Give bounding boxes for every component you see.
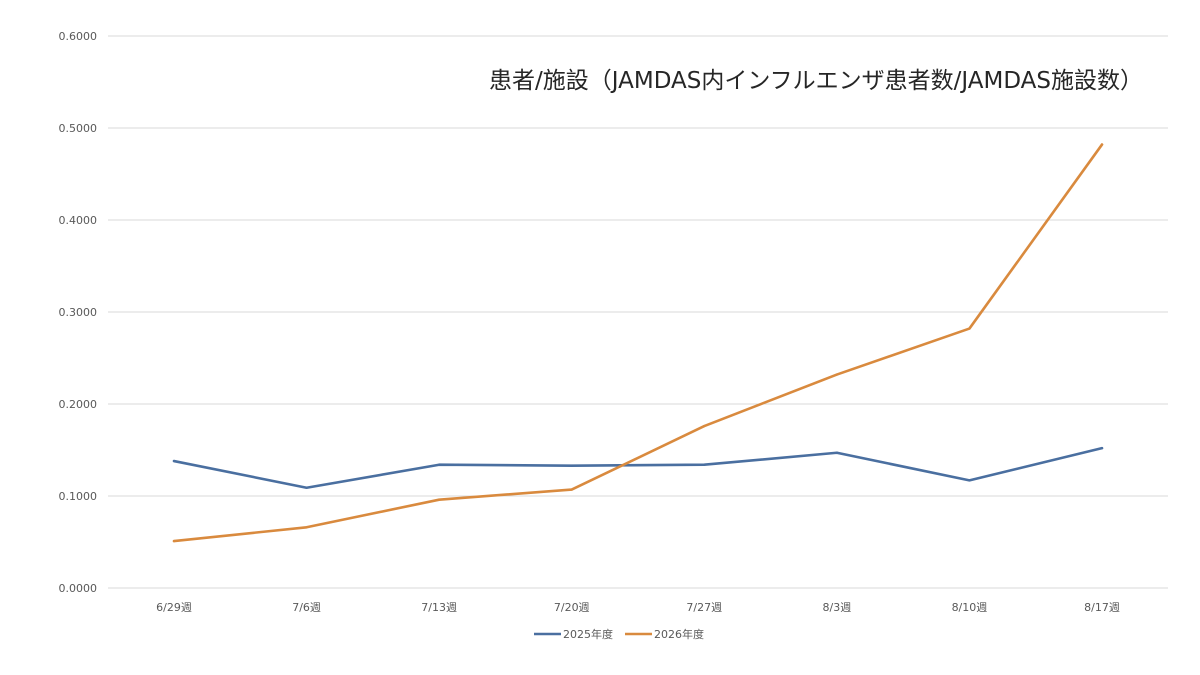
y-tick-label: 0.4000 [59, 214, 98, 227]
y-tick-label: 0.2000 [59, 398, 98, 411]
y-tick-label: 0.3000 [59, 306, 98, 319]
data-point [172, 459, 176, 463]
data-point [835, 451, 839, 454]
y-tick-label: 0.1000 [59, 490, 98, 503]
data-point [968, 479, 971, 482]
data-point [570, 488, 573, 491]
data-point [172, 539, 176, 543]
x-tick-label: 7/20週 [554, 601, 590, 614]
data-point [305, 486, 308, 489]
data-point [968, 327, 971, 330]
legend-label: 2026年度 [654, 627, 704, 641]
x-tick-label: 7/27週 [686, 601, 722, 614]
chart-title: 患者/施設（JAMDAS内インフルエンザ患者数/JAMDAS施設数） [489, 68, 1143, 94]
x-tick-label: 7/13週 [421, 601, 457, 614]
x-tick-label: 8/17週 [1084, 601, 1120, 614]
legend: 2025年度 2026年度 [534, 627, 704, 641]
data-point [305, 526, 308, 529]
x-axis-ticks: 6/29週 7/6週 7/13週 7/20週 7/27週 8/3週 8/10週 8/17週 [156, 601, 1120, 614]
data-point [835, 373, 839, 376]
data-point [1100, 143, 1104, 146]
x-tick-label: 7/6週 [292, 601, 321, 614]
y-tick-label: 0.0000 [59, 582, 98, 595]
data-point [437, 463, 441, 466]
data-point [703, 424, 706, 428]
legend-label: 2025年度 [563, 627, 613, 641]
y-tick-label: 0.6000 [59, 30, 98, 43]
x-tick-label: 8/3週 [823, 601, 852, 614]
data-point [570, 464, 573, 467]
data-point [703, 463, 706, 466]
x-tick-label: 8/10週 [952, 601, 988, 614]
y-tick-label: 0.5000 [59, 122, 98, 135]
series-lines [172, 143, 1104, 543]
y-axis-ticks: 0.0000 0.1000 0.2000 0.3000 0.4000 0.5000 0.60… [59, 30, 98, 595]
gridlines [108, 35, 1168, 589]
data-point [437, 498, 441, 501]
data-point [1100, 446, 1104, 450]
x-tick-label: 6/29週 [156, 601, 192, 614]
series-line-1 [172, 446, 1104, 490]
series-line-2 [172, 143, 1104, 543]
